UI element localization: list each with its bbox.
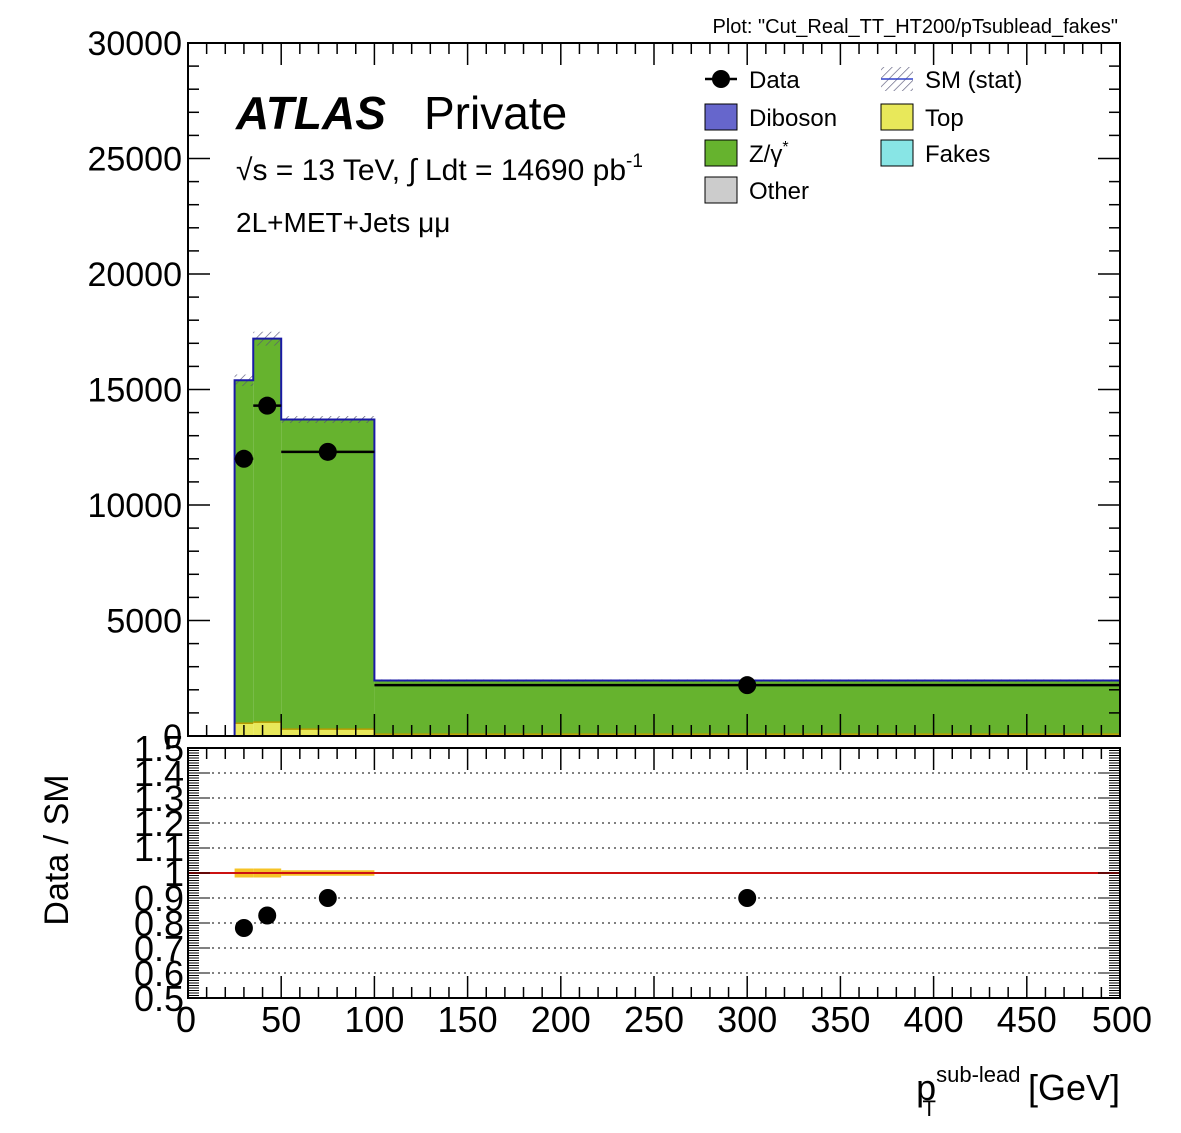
- data-point: [318, 442, 337, 461]
- main-axes: 0 5000 10000 15000 20000 25000 30000: [87, 25, 1121, 756]
- ratio-point: [318, 889, 337, 907]
- legend-c1-0-marker: [712, 70, 730, 88]
- x-tick-label: 500: [1092, 999, 1152, 1040]
- x-tick-label: 300: [717, 999, 777, 1040]
- x-tick-label: 400: [904, 999, 964, 1040]
- legend-c1-2-sup: *: [782, 139, 788, 156]
- x-tick-label: 450: [997, 999, 1057, 1040]
- atlas-label: ATLAS: [235, 87, 386, 139]
- y-tick-label: 0: [163, 718, 182, 756]
- ratio-y-tick-label: 1.2: [134, 803, 184, 844]
- ratio-y-tick-label: 0.7: [134, 928, 184, 969]
- ratio-y-tick-label: 0.9: [134, 878, 184, 919]
- y-tick-label: 30000: [87, 25, 182, 63]
- legend-c2-2-swatch: [880, 139, 914, 167]
- x-axis-title-sub: T: [923, 1096, 936, 1121]
- stack-bin-z: [234, 380, 254, 724]
- lumi-exponent: -1: [626, 151, 643, 172]
- y-tick-label: 15000: [87, 372, 182, 410]
- ratio-point: [234, 919, 253, 937]
- legend-c1-3-swatch: [704, 176, 738, 204]
- x-tick-label: 150: [438, 999, 498, 1040]
- ratio-points: [234, 889, 757, 937]
- x-tick-label: 0: [176, 999, 196, 1040]
- ratio-point: [258, 906, 277, 925]
- y-tick-label: 5000: [106, 603, 182, 641]
- stack-bin-top: [281, 729, 375, 736]
- ratio-y-tick-label: 0.5: [134, 978, 184, 1019]
- x-tick-label: 350: [810, 999, 870, 1040]
- ratio-y-tick-label: 1.5: [134, 728, 184, 769]
- x-axis-title-unit: [GeV]: [1028, 1067, 1120, 1108]
- y-tick-label: 10000: [87, 487, 182, 525]
- y-tick-label: 25000: [87, 141, 182, 179]
- stack-bin-z: [253, 338, 282, 723]
- ratio-axes: 0.50.60.70.80.911.11.21.31.41.5 0 50 100 150…: [134, 728, 1152, 1040]
- atlas-suffix-label: Private: [424, 87, 567, 139]
- ratio-point: [738, 889, 757, 907]
- ratio-mc-band: [188, 868, 1120, 878]
- channel-label: 2L+MET+Jets μμ: [236, 207, 450, 238]
- legend-c2-1-swatch: [880, 103, 914, 131]
- x-axis-title-sup: sub-lead: [936, 1062, 1020, 1087]
- legend-c1-2-swatch: [704, 139, 738, 167]
- ratio-y-tick-label: 1: [164, 853, 184, 894]
- legend-c1-3-label: Other: [749, 178, 809, 205]
- ratio-y-tick-label: 1.3: [134, 778, 184, 819]
- data-point: [738, 676, 757, 695]
- stack-bin-z: [281, 419, 375, 730]
- energy-lumi-text: √s = 13 TeV, ∫ Ldt = 14690 pb: [236, 154, 626, 187]
- energy-lumi-label: √s = 13 TeV, ∫ Ldt = 14690 pb-1: [236, 151, 643, 187]
- x-tick-label: 250: [624, 999, 684, 1040]
- x-tick-label: 200: [531, 999, 591, 1040]
- legend-c1-1-label: Diboson: [749, 105, 837, 132]
- legend-c1-2-label: Z/γ*: [749, 139, 789, 168]
- legend-c2-2-label: Fakes: [925, 141, 990, 168]
- ratio-y-tick-label: 0.6: [134, 953, 184, 994]
- ratio-y-tick-label: 0.8: [134, 903, 184, 944]
- ratio-y-tick-label: 1.1: [134, 828, 184, 869]
- data-point: [258, 396, 277, 415]
- y-tick-label: 20000: [87, 256, 182, 294]
- x-axis-title: psub-lead T [GeV]: [916, 1062, 1120, 1121]
- legend-c2-1-label: Top: [925, 105, 964, 132]
- stack-bin-top: [253, 722, 282, 736]
- stack-histogram: [234, 338, 1120, 736]
- ratio-y-axis-title: Data / SM: [38, 774, 76, 925]
- legend-c1-1-swatch: [704, 103, 738, 131]
- legend-c2-0-label: SM (stat): [925, 67, 1022, 94]
- legend: Data Diboson Z/γ* Other SM (stat) Top Fakes: [704, 67, 1022, 205]
- legend-c1-0-label: Data: [749, 67, 800, 94]
- plot-id-label: Plot: "Cut_Real_TT_HT200/pTsublead_fakes…: [712, 16, 1118, 38]
- data-point: [234, 449, 253, 468]
- x-axis-title-p: p: [916, 1067, 936, 1108]
- x-tick-label: 100: [344, 999, 404, 1040]
- ratio-y-tick-label: 1.4: [134, 753, 184, 794]
- data-points: [234, 396, 1120, 695]
- x-tick-label: 50: [261, 999, 301, 1040]
